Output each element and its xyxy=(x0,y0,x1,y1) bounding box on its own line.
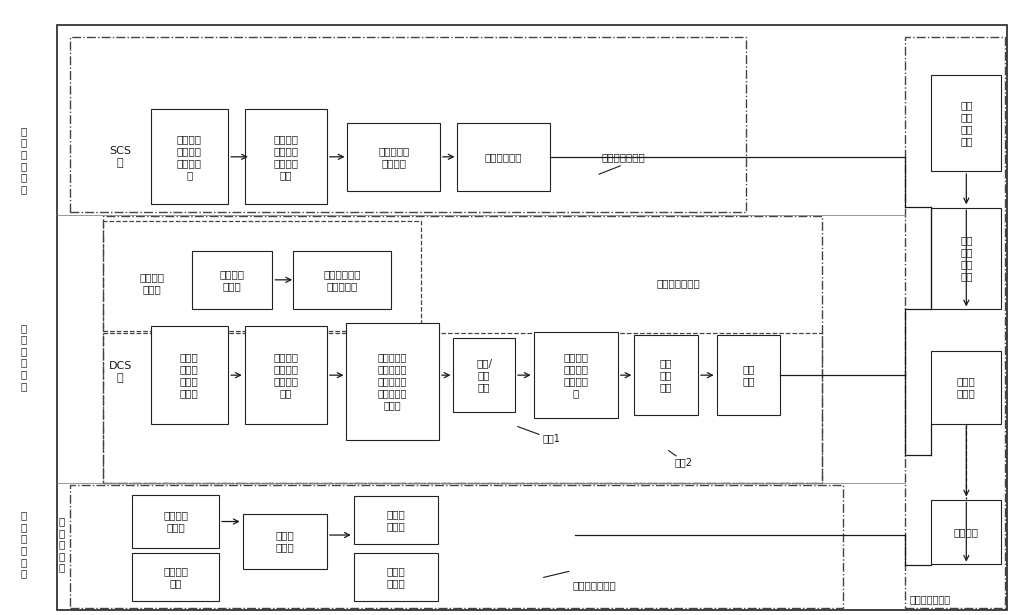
Text: 系统
调试: 系统 调试 xyxy=(742,364,755,386)
Text: 第四次调试范围: 第四次调试范围 xyxy=(601,152,645,162)
Text: 工艺
设备
电气
安装: 工艺 设备 电气 安装 xyxy=(960,100,972,146)
Bar xyxy=(151,109,228,205)
Text: 第五次调试范围: 第五次调试范围 xyxy=(910,595,951,605)
Bar xyxy=(717,335,780,415)
Text: 接地系统
电源配线
高速数据
通道: 接地系统 电源配线 高速数据 通道 xyxy=(273,352,298,398)
Text: 机柜
外部
接线: 机柜 外部 接线 xyxy=(660,358,672,392)
Bar xyxy=(931,76,1001,171)
Bar xyxy=(457,123,550,191)
Text: 绝缘接地电
阻测试供电
电压测试硬
件及基本软
件测试: 绝缘接地电 阻测试供电 电压测试硬 件及基本软 件测试 xyxy=(378,352,407,410)
Text: 第一次调
试范围: 第一次调 试范围 xyxy=(140,272,164,294)
Text: 第二次调试范围: 第二次调试范围 xyxy=(657,278,700,288)
Bar xyxy=(245,326,327,424)
Bar xyxy=(103,221,421,331)
Bar xyxy=(192,251,272,309)
Text: SCS
层: SCS 层 xyxy=(109,146,132,168)
Text: 第三次调试范围: 第三次调试范围 xyxy=(573,581,616,590)
Bar xyxy=(132,496,220,548)
Text: 辅助仪表
组安装: 辅助仪表 组安装 xyxy=(220,269,245,291)
Text: 联动试车: 联动试车 xyxy=(954,527,979,537)
Text: 现场仪
表配管: 现场仪 表配管 xyxy=(387,566,405,588)
Bar xyxy=(347,123,440,191)
Text: 电缆主桥
架安装: 电缆主桥 架安装 xyxy=(163,510,188,533)
Bar xyxy=(245,109,327,205)
Text: 现场仪
表安装: 现场仪 表安装 xyxy=(276,530,294,552)
Bar xyxy=(132,553,220,601)
Bar xyxy=(931,208,1001,309)
Text: 硬件及基本
软件调试: 硬件及基本 软件调试 xyxy=(378,146,409,168)
Bar xyxy=(70,37,746,212)
Text: 平
行
作
业
线
三: 平 行 作 业 线 三 xyxy=(21,510,27,578)
Text: 断点2: 断点2 xyxy=(674,458,693,467)
Bar xyxy=(534,332,618,418)
Text: 平
行
作
业
线
一: 平 行 作 业 线 一 xyxy=(21,126,27,194)
Bar xyxy=(905,37,1005,608)
Text: 接地系统
电气配线
高速数据
通道: 接地系统 电气配线 高速数据 通道 xyxy=(273,134,298,180)
Bar xyxy=(354,496,438,544)
Bar xyxy=(453,338,515,412)
Text: 应用软件调试: 应用软件调试 xyxy=(485,152,522,162)
Bar xyxy=(931,499,1001,565)
Bar xyxy=(103,333,822,483)
Bar xyxy=(151,326,228,424)
Bar xyxy=(243,514,327,569)
Text: 现场仪
表配线: 现场仪 表配线 xyxy=(387,509,405,531)
Bar xyxy=(354,553,438,601)
Text: DCS
层: DCS 层 xyxy=(109,361,132,383)
Text: 仪表一次
调试: 仪表一次 调试 xyxy=(163,566,188,588)
Bar xyxy=(294,251,392,309)
Bar xyxy=(634,335,698,415)
Bar xyxy=(346,323,439,440)
Bar xyxy=(103,216,822,483)
Text: 平
行
作
业
线
二: 平 行 作 业 线 二 xyxy=(21,323,27,391)
Text: 机柜室及
控制室内
部系统调
试: 机柜室及 控制室内 部系统调 试 xyxy=(563,352,588,398)
Text: 工艺
设备
单体
试车: 工艺 设备 单体 试车 xyxy=(960,236,972,281)
Text: 控制机
柜供电
盘操作
站安装: 控制机 柜供电 盘操作 站安装 xyxy=(180,352,198,398)
Text: 上位机机
柜供电盘
操作台安
装: 上位机机 柜供电盘 操作台安 装 xyxy=(177,134,201,180)
Text: 应用软
件调试: 应用软 件调试 xyxy=(957,376,976,399)
Bar xyxy=(70,485,843,608)
Text: 断点1: 断点1 xyxy=(542,433,560,443)
Bar xyxy=(931,351,1001,424)
Text: 接地系统电源
及信号配线: 接地系统电源 及信号配线 xyxy=(324,269,361,291)
Text: 现
场
仪
表
层: 现 场 仪 表 层 xyxy=(59,516,65,573)
Text: 输入/
输出
配线: 输入/ 输出 配线 xyxy=(476,358,492,392)
